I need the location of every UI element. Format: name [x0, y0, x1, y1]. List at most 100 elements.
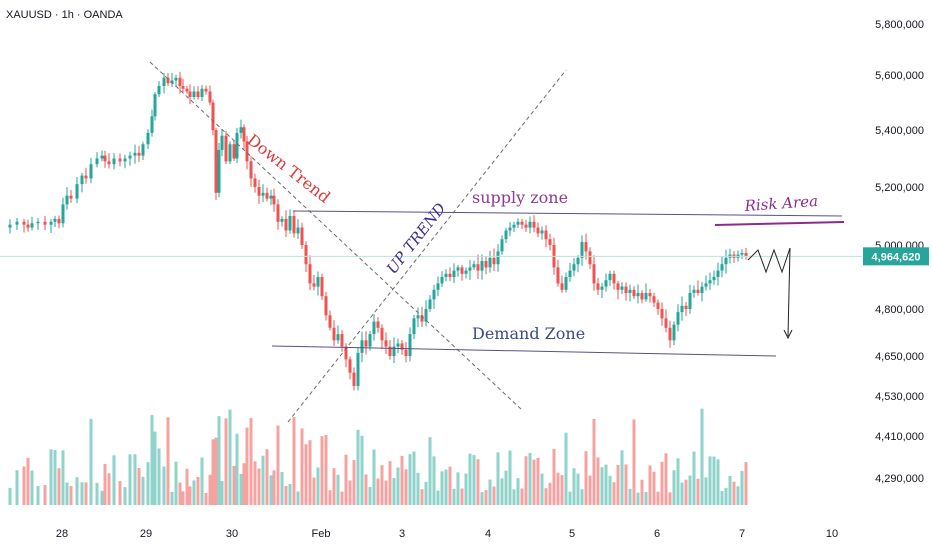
candle-body: [536, 227, 540, 234]
candle-body: [408, 334, 412, 356]
candle-body: [200, 88, 204, 97]
candle-body: [432, 289, 436, 300]
volume-bar: [133, 454, 137, 505]
x-tick-label: 4: [485, 528, 491, 540]
volume-bar: [107, 473, 111, 505]
candle-body: [57, 218, 61, 224]
y-tick-label: 4,650,000: [875, 351, 924, 363]
volume-bar: [103, 463, 107, 505]
candle-body: [320, 277, 324, 297]
demand-zone-line: [271, 345, 777, 357]
volume-bar: [472, 455, 476, 505]
volume-bar: [468, 453, 472, 505]
volume-bar: [304, 444, 308, 505]
price-badge-label: 4,964,620: [872, 251, 921, 263]
candle-body: [174, 77, 178, 81]
candle-body: [564, 277, 568, 290]
volume-bar: [664, 453, 668, 505]
volume-bar: [476, 459, 480, 505]
candle-body: [512, 224, 516, 228]
volume-bar: [192, 480, 196, 505]
volume-bar: [214, 437, 218, 505]
volume-bar: [181, 491, 185, 505]
price-axis[interactable]: 5,800,0005,600,0005,400,0005,200,0005,00…: [863, 19, 929, 485]
volume-bar: [600, 467, 604, 505]
candle-body: [15, 221, 19, 225]
volume-bar: [217, 416, 221, 505]
candle-body: [488, 257, 492, 268]
volume-bar: [556, 472, 560, 505]
candle-body: [692, 289, 696, 293]
volume-bar: [43, 485, 47, 505]
volume-bar: [185, 468, 189, 505]
candle-body: [100, 155, 104, 159]
candle-body: [232, 144, 236, 159]
candle-body: [712, 277, 716, 281]
candle-body: [257, 187, 261, 196]
volume-bar: [336, 474, 340, 505]
candle-body: [253, 178, 257, 187]
volume-bar: [324, 435, 328, 505]
candle-body: [524, 224, 528, 228]
candle-body: [608, 273, 612, 281]
candle-body: [332, 327, 336, 341]
candle-body: [304, 245, 308, 265]
candle-body: [95, 158, 99, 165]
candle-body: [43, 221, 47, 225]
candle-body: [468, 267, 472, 271]
candle-body: [720, 264, 724, 271]
x-tick-label: Feb: [312, 528, 331, 540]
candle-body: [141, 144, 145, 156]
y-tick-label: 4,290,000: [875, 473, 924, 485]
candle-body: [84, 175, 88, 179]
candle-body: [118, 158, 122, 162]
volume-bar: [404, 469, 408, 505]
candle-body: [400, 343, 404, 350]
volume-bar: [80, 482, 84, 505]
candle-body: [69, 195, 73, 199]
volume-bar: [620, 450, 624, 505]
candle-body: [103, 155, 107, 162]
arrow-head-icon: [783, 329, 793, 340]
candle-body: [492, 257, 496, 265]
candle-body: [146, 132, 150, 145]
x-tick-label: 3: [399, 528, 405, 540]
volume-bar: [492, 486, 496, 505]
candle-body: [452, 270, 456, 277]
time-axis[interactable]: 28 29 30 Feb 3 4 5 6 7 10: [56, 528, 838, 540]
candle-body: [384, 340, 388, 347]
volume-bar: [496, 452, 500, 505]
volume-bar: [544, 488, 548, 505]
down-trend-line: [149, 61, 523, 411]
candle-body: [36, 221, 40, 224]
volume-bar: [245, 427, 249, 505]
volume-bar: [224, 418, 228, 505]
candle-body: [8, 224, 12, 228]
volume-bar: [308, 440, 312, 505]
candle-body: [235, 132, 239, 159]
candle-body: [65, 195, 69, 205]
volume-bar: [253, 461, 257, 505]
candle-body: [276, 204, 280, 222]
candle-body: [636, 293, 640, 297]
candle-body: [456, 267, 460, 271]
candle-body: [376, 321, 380, 328]
candle-body: [214, 130, 218, 193]
volume-bar: [516, 478, 520, 505]
candle-body: [340, 334, 344, 347]
candle-body: [668, 327, 672, 341]
candle-body: [348, 359, 352, 373]
volume-bar: [520, 488, 524, 505]
candle-body: [600, 286, 604, 290]
candle-body: [620, 286, 624, 290]
volume-bar: [296, 491, 300, 505]
candle-body: [688, 293, 692, 309]
candle-body: [284, 218, 288, 231]
candle-body: [192, 91, 196, 97]
volume-bar: [300, 428, 304, 505]
drawings: Down Trend UP TREND supply zone Demand Zone…: [0, 61, 862, 423]
up-trend-line: [287, 69, 567, 423]
candle-body: [460, 267, 464, 274]
volume-bar: [170, 491, 174, 505]
